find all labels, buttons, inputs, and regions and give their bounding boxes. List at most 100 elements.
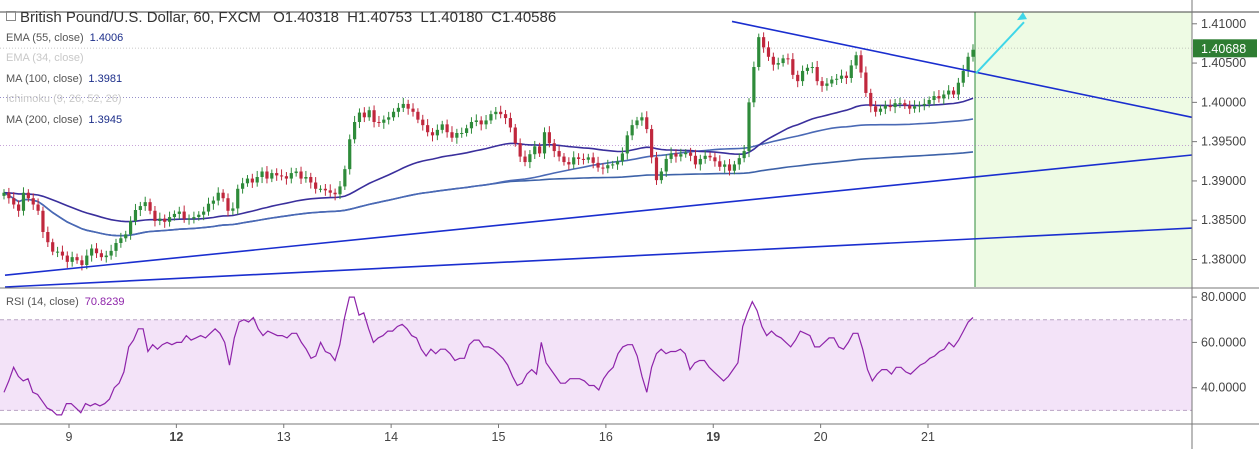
candle-body [635, 120, 639, 126]
rsi-legend[interactable]: RSI (14, close) 70.8239 [6, 296, 125, 308]
time-tick-label: 12 [169, 430, 183, 444]
candle-body [328, 190, 332, 193]
candle-body [864, 72, 868, 93]
indicator-ma100[interactable]: MA (100, close) 1.3981 [6, 69, 556, 90]
indicator-label: EMA (34, close) [6, 52, 84, 64]
candle-body [942, 94, 946, 99]
candle-body [538, 146, 542, 154]
symbol-title-row[interactable]: British Pound/U.S. Dollar, 60, FXCM O1.4… [6, 8, 556, 29]
candle-body [513, 127, 517, 144]
candle-body [703, 155, 707, 159]
candle-body [484, 120, 488, 125]
candle-body [581, 158, 586, 160]
candle-body [499, 111, 503, 115]
rsi-band [0, 319, 1192, 411]
collapse-toggle-icon[interactable] [6, 11, 16, 21]
candle-body [567, 162, 571, 165]
candle-body [55, 251, 60, 253]
candle-body [192, 217, 196, 219]
indicator-label: MA (100, close) [6, 72, 83, 85]
candle-body [508, 118, 513, 128]
indicator-ema34[interactable]: EMA (34, close) [6, 48, 556, 69]
candle-body [143, 202, 147, 207]
price-tick-label: 1.38000 [1201, 253, 1246, 267]
candle-body [747, 102, 751, 152]
candle-body [494, 111, 498, 115]
candle-body [31, 198, 35, 205]
candle-body [26, 192, 30, 199]
candle-body [109, 250, 113, 256]
trendline [4, 154, 1193, 277]
time-tick-label: 21 [921, 430, 935, 444]
candle-body [839, 75, 844, 79]
indicator-label: EMA (55, close) [6, 31, 84, 44]
candle-body [805, 67, 810, 71]
candle-body [679, 154, 683, 157]
indicator-value: 1.3945 [88, 113, 123, 126]
candle-body [650, 129, 654, 158]
candle-body [888, 105, 892, 108]
candle-body [903, 103, 907, 106]
candle-body [172, 213, 177, 218]
candle-body [830, 79, 834, 84]
indicator-ichimoku[interactable]: Ichimoku (9, 26, 52, 26) [6, 89, 556, 110]
candle-body [426, 125, 430, 133]
candle-body [362, 112, 366, 118]
candle-body [596, 162, 600, 168]
candle-body [221, 192, 225, 199]
candle-body [255, 177, 259, 183]
candle-body [937, 96, 941, 99]
candle-body [17, 204, 21, 211]
candle-body [625, 135, 629, 154]
indicator-ma200[interactable]: MA (200, close) 1.3945 [6, 110, 556, 131]
indicator-label: Ichimoku (9, 26, 52, 26) [6, 93, 122, 105]
candle-body [124, 234, 128, 239]
forecast-zone [975, 12, 1192, 287]
candle-body [708, 155, 712, 158]
ohlc-close: C1.40586 [491, 9, 557, 26]
candle-body [469, 122, 474, 129]
candle-body [421, 119, 425, 126]
ohlc-high: H1.40753 [347, 9, 413, 26]
candle-body [752, 67, 756, 103]
candle-body [85, 255, 89, 265]
candle-body [951, 90, 956, 95]
candle-body [90, 248, 94, 256]
candle-body [718, 161, 722, 167]
indicator-ema55[interactable]: EMA (55, close) 1.4006 [6, 28, 556, 49]
candle-body [236, 188, 240, 209]
candle-body [343, 169, 347, 187]
candle-body [742, 151, 746, 159]
candle-body [309, 177, 313, 183]
price-tick-label: 1.40000 [1201, 95, 1246, 109]
candle-body [971, 49, 975, 57]
candle-body [630, 125, 634, 136]
candle-body [21, 192, 26, 211]
candle-body [211, 200, 215, 204]
candle-body [849, 65, 853, 78]
candle-body [966, 56, 970, 71]
candle-body [479, 120, 483, 125]
candle-body [947, 90, 951, 95]
candle-body [401, 103, 405, 108]
candle-body [825, 83, 829, 86]
candle-body [435, 129, 439, 136]
candle-body [450, 132, 454, 138]
candle-body [304, 177, 308, 179]
candle-body [878, 108, 883, 112]
candle-body [231, 208, 235, 211]
candle-body [153, 210, 157, 221]
candle-body [2, 192, 6, 196]
candle-body [367, 110, 371, 118]
price-tick-label: 1.39500 [1201, 135, 1246, 149]
rsi-label: RSI (14, close) [6, 296, 79, 308]
candle-body [430, 132, 435, 136]
candle-body [737, 158, 741, 165]
candle-body [654, 157, 659, 181]
candle-body [659, 171, 663, 181]
candle-body [416, 111, 420, 120]
candle-body [474, 120, 478, 122]
last-price-label: 1.40688 [1201, 42, 1246, 56]
candle-body [197, 214, 201, 218]
